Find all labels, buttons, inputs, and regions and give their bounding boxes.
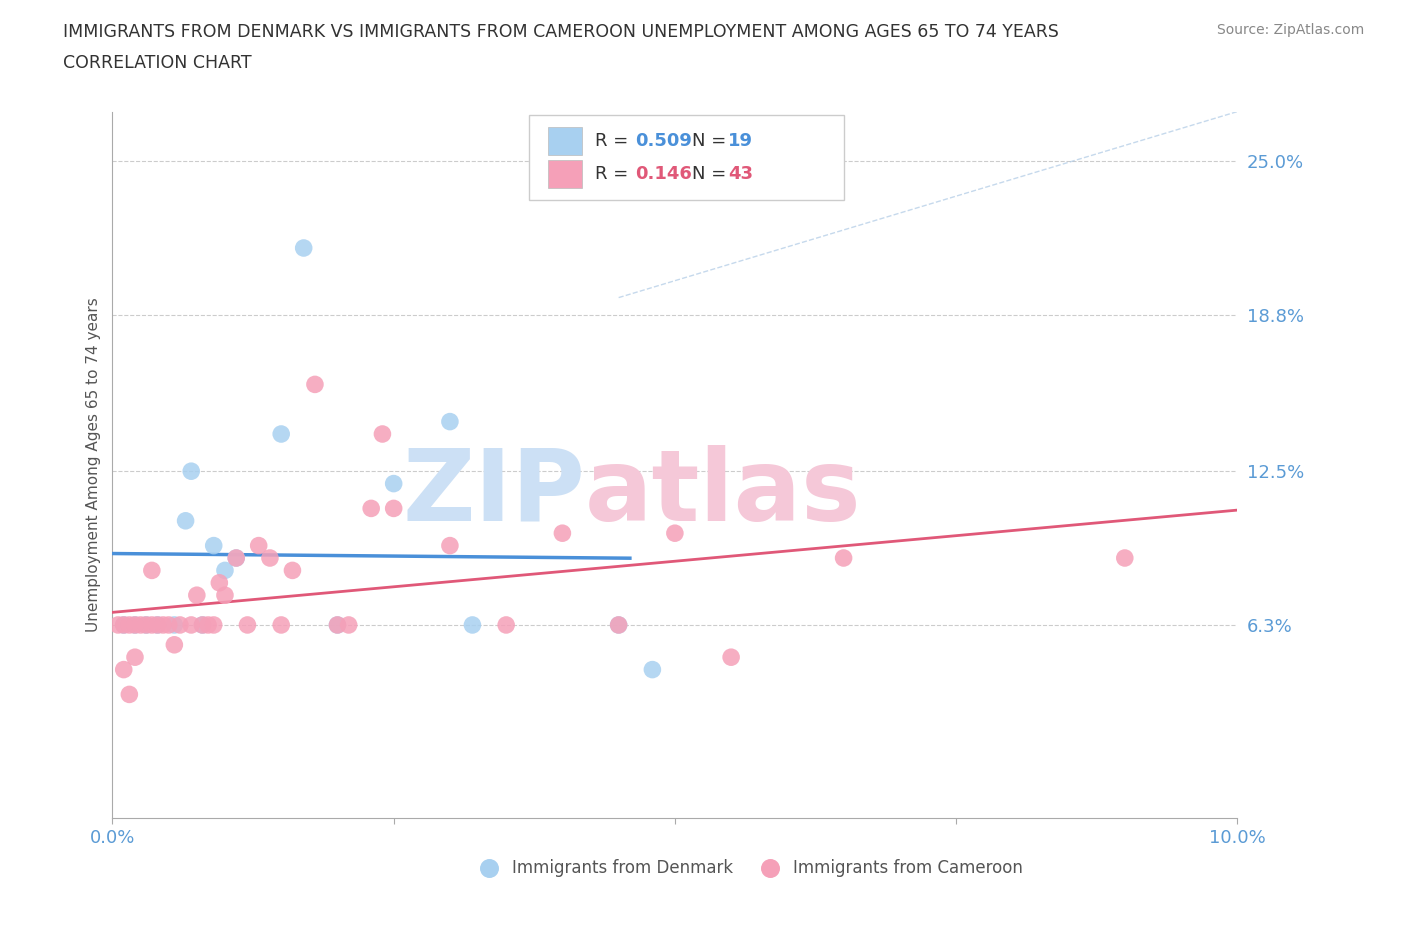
Point (112, 662, 135, 677)
Text: N =: N = (692, 165, 731, 183)
Point (124, 618, 146, 632)
FancyBboxPatch shape (548, 127, 582, 155)
Point (167, 776, 190, 790)
Text: R =: R = (595, 165, 634, 183)
Point (225, 551, 247, 565)
FancyBboxPatch shape (548, 160, 582, 188)
Point (191, 618, 214, 632)
Point (236, 618, 259, 632)
Point (186, 588, 208, 603)
Point (1114, 551, 1136, 565)
Text: IMMIGRANTS FROM DENMARK VS IMMIGRANTS FROM CAMEROON UNEMPLOYMENT AMONG AGES 65 T: IMMIGRANTS FROM DENMARK VS IMMIGRANTS FR… (63, 23, 1059, 41)
Point (118, 687, 141, 702)
Point (124, 650, 146, 665)
Point (202, 538, 225, 553)
Point (247, 538, 270, 553)
Point (337, 618, 360, 632)
Point (141, 618, 163, 632)
Point (180, 464, 202, 479)
Point (439, 538, 461, 553)
Point (259, 551, 281, 565)
Point (146, 618, 169, 632)
Point (371, 427, 394, 442)
Point (439, 414, 461, 429)
Point (157, 618, 180, 632)
Point (720, 650, 742, 665)
Point (360, 501, 382, 516)
Point (112, 618, 135, 632)
Point (664, 525, 686, 540)
Point (214, 563, 236, 578)
Point (146, 618, 169, 632)
Point (461, 618, 484, 632)
Point (832, 551, 855, 565)
Text: ZIP: ZIP (402, 445, 585, 542)
Point (202, 618, 225, 632)
Point (214, 588, 236, 603)
Point (382, 501, 405, 516)
Point (174, 513, 197, 528)
Point (270, 427, 292, 442)
Point (208, 576, 231, 591)
Point (326, 618, 349, 632)
Text: 0.146: 0.146 (636, 165, 692, 183)
Point (139, 776, 162, 790)
Point (225, 551, 247, 565)
Point (495, 618, 517, 632)
Text: CORRELATION CHART: CORRELATION CHART (63, 54, 252, 72)
Text: R =: R = (595, 132, 634, 151)
Point (180, 618, 202, 632)
Text: 19: 19 (728, 132, 752, 151)
Point (641, 662, 664, 677)
Point (112, 618, 135, 632)
Point (163, 637, 186, 652)
Point (118, 618, 141, 632)
Text: atlas: atlas (585, 445, 862, 542)
Point (304, 377, 326, 392)
Y-axis label: Unemployment Among Ages 65 to 74 years: Unemployment Among Ages 65 to 74 years (86, 298, 101, 632)
Point (270, 618, 292, 632)
Text: 0.509: 0.509 (636, 132, 692, 151)
Point (169, 618, 191, 632)
Text: 43: 43 (728, 165, 752, 183)
Point (135, 618, 157, 632)
Point (163, 618, 186, 632)
Point (141, 563, 163, 578)
Text: Source: ZipAtlas.com: Source: ZipAtlas.com (1216, 23, 1364, 37)
Point (281, 563, 304, 578)
Point (197, 618, 219, 632)
Text: Immigrants from Cameroon: Immigrants from Cameroon (793, 859, 1022, 877)
Point (152, 618, 174, 632)
Point (326, 618, 349, 632)
Point (607, 618, 630, 632)
Point (107, 618, 129, 632)
Text: N =: N = (692, 132, 731, 151)
Point (382, 476, 405, 491)
Point (607, 618, 630, 632)
Text: Immigrants from Denmark: Immigrants from Denmark (512, 859, 733, 877)
Point (292, 241, 315, 256)
Point (135, 618, 157, 632)
Point (551, 525, 574, 540)
Point (191, 618, 214, 632)
Point (129, 618, 152, 632)
FancyBboxPatch shape (529, 115, 844, 200)
Point (124, 618, 146, 632)
